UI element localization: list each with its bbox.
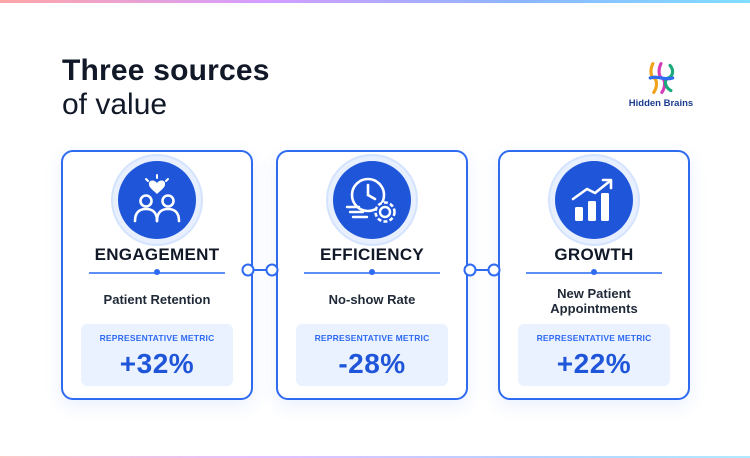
metric-label: REPRESENTATIVE METRIC [314, 333, 430, 343]
hb-logo-icon [648, 62, 675, 94]
brand-logo: Hidden Brains [625, 60, 697, 109]
engagement-card: ENGAGEMENT Patient Retention REPRESENTAT… [61, 150, 253, 400]
growth-card: GROWTH New Patient Appointments REPRESEN… [498, 150, 690, 400]
card-subtitle-line-1: New Patient [557, 286, 631, 301]
people-heart-icon [118, 161, 196, 239]
efficiency-card: EFFICIENCY No-show Rate REPRESENTATIVE M… [276, 150, 468, 400]
card-heading: ENGAGEMENT [94, 245, 220, 264]
metric-box: REPRESENTATIVE METRIC +22% [518, 324, 670, 386]
metric-label: REPRESENTATIVE METRIC [536, 333, 652, 343]
card-divider-dot [369, 269, 375, 275]
bottom-accent-rule [0, 456, 750, 458]
title-line-1: Three sources [62, 54, 270, 87]
metric-box: REPRESENTATIVE METRIC +32% [81, 324, 233, 386]
card-connector [462, 262, 502, 278]
metric-value: +22% [556, 348, 632, 379]
metric-label: REPRESENTATIVE METRIC [99, 333, 215, 343]
card-subtitle: No-show Rate [328, 292, 416, 307]
card-heading: EFFICIENCY [319, 245, 425, 264]
top-accent-rule [0, 0, 750, 3]
card-subtitle: Patient Retention [103, 292, 211, 307]
metric-value: -28% [338, 348, 406, 379]
page-title: Three sources of value [62, 54, 270, 122]
brand-name: Hidden Brains [628, 98, 694, 109]
title-line-2: of value [62, 88, 168, 121]
card-subtitle: New Patient Appointments [500, 286, 688, 316]
growth-chart-icon [555, 161, 633, 239]
card-divider-dot [154, 269, 160, 275]
card-divider-dot [591, 269, 597, 275]
clock-gear-icon [333, 161, 411, 239]
metric-value: +32% [119, 348, 195, 379]
card-subtitle-line-2: Appointments [550, 301, 638, 316]
card-heading: GROWTH [554, 245, 634, 264]
metric-box: REPRESENTATIVE METRIC -28% [296, 324, 448, 386]
card-connector [240, 262, 280, 278]
